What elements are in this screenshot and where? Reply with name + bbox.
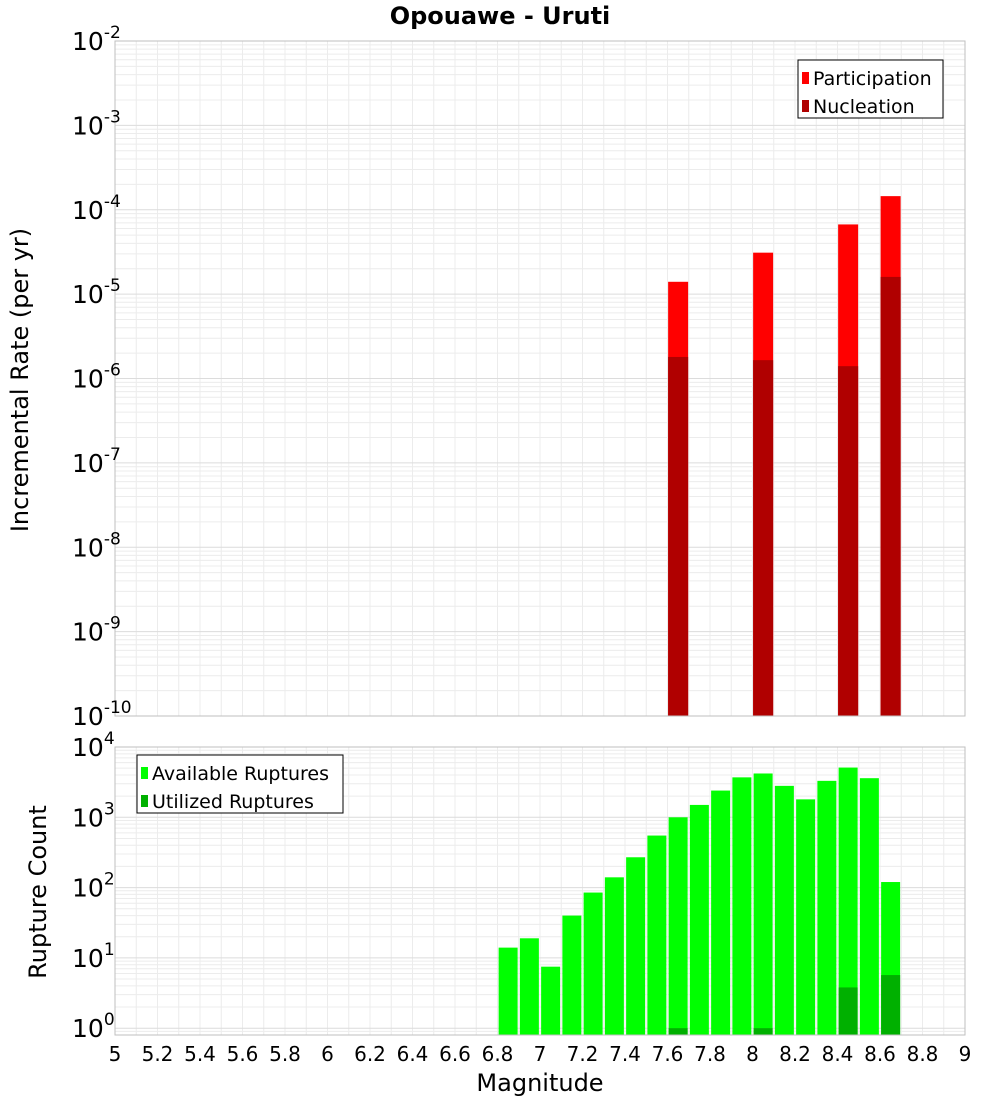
bottom-bar-primary — [668, 817, 688, 1035]
bottom-bar-secondary — [753, 1028, 773, 1035]
legend-swatch — [141, 767, 148, 779]
x-tick-label: 5.4 — [184, 1042, 216, 1066]
legend-label: Nucleation — [813, 96, 915, 118]
top-y-tick-label: 10-4 — [72, 192, 121, 225]
top-y-tick-label: 10-9 — [72, 614, 121, 647]
x-axis-label: Magnitude — [476, 1069, 603, 1097]
x-tick-label: 6.4 — [397, 1042, 429, 1066]
bottom-plot-frame — [114, 746, 966, 1036]
x-tick-label: 9 — [959, 1042, 972, 1066]
legend-label: Participation — [813, 68, 932, 90]
bottom-bar-secondary — [838, 987, 858, 1035]
legend-label: Available Ruptures — [152, 763, 329, 785]
bottom-grid — [114, 747, 966, 1036]
top-y-tick-label: 10-8 — [72, 529, 121, 562]
bottom-plot: 100 101 102 103 104 Available Ruptures Utilize… — [72, 729, 971, 1066]
bottom-bar-primary — [774, 785, 794, 1035]
x-tick-label: 5.2 — [142, 1042, 174, 1066]
bottom-bar-primary — [817, 780, 837, 1035]
x-tick-label: 5 — [109, 1042, 122, 1066]
top-plot-frame — [114, 40, 966, 717]
x-tick-label: 8.8 — [907, 1042, 939, 1066]
legend-swatch — [802, 100, 809, 112]
top-y-tick-label: 10-3 — [72, 107, 121, 140]
bottom-bar-primary — [647, 835, 667, 1035]
x-tick-label: 8.4 — [822, 1042, 854, 1066]
legend-swatch — [802, 72, 809, 84]
top-grid — [114, 41, 966, 717]
top-y-axis-label: Incremental Rate (per yr) — [6, 228, 34, 532]
x-tick-label: 6.2 — [354, 1042, 386, 1066]
bottom-y-tick-label: 101 — [72, 940, 115, 973]
bottom-bar-primary — [604, 877, 624, 1035]
x-tick-label: 7.2 — [567, 1042, 599, 1066]
bottom-bar-primary — [541, 966, 561, 1035]
x-tick-label: 5.6 — [227, 1042, 259, 1066]
chart-title: Opouawe - Uruti — [390, 2, 611, 30]
bottom-bar-primary — [583, 892, 603, 1035]
bottom-bar-primary — [626, 857, 646, 1035]
bottom-bar-primary — [689, 804, 709, 1035]
legend-frame — [797, 59, 944, 119]
top-legend: Participation Nucleation — [797, 59, 944, 119]
top-y-tick-label: 10-6 — [72, 361, 121, 394]
bottom-y-axis-label: Rupture Count — [24, 805, 52, 979]
bottom-bar-primary — [519, 938, 539, 1035]
bottom-y-tick-label: 104 — [72, 729, 115, 762]
bottom-bar-secondary — [668, 1028, 688, 1035]
bottom-y-tick-label: 100 — [72, 1010, 115, 1043]
top-bar-secondary — [753, 360, 774, 716]
x-tick-label: 7.4 — [609, 1042, 641, 1066]
top-y-tick-label: 10-5 — [72, 276, 121, 309]
top-plot: 10-10 10-9 10-8 10-7 10-6 10-5 10-4 10-3 10-2 Par… — [72, 23, 966, 731]
x-tick-label: 8.6 — [864, 1042, 896, 1066]
x-tick-label: 7.6 — [652, 1042, 684, 1066]
x-tick-label: 7 — [534, 1042, 547, 1066]
bottom-bar-primary — [732, 777, 752, 1035]
top-y-tick-label: 10-7 — [72, 445, 121, 478]
bottom-bar-primary — [838, 767, 858, 1035]
x-tick-label: 6.6 — [439, 1042, 471, 1066]
bottom-bar-primary — [711, 790, 731, 1035]
top-y-tick-label: 10-2 — [72, 23, 121, 56]
bottom-bar-primary — [498, 947, 518, 1035]
top-bar-secondary — [668, 356, 689, 716]
top-bar-secondary — [838, 366, 859, 716]
bottom-y-tick-label: 103 — [72, 799, 115, 832]
bottom-bar-primary — [753, 773, 773, 1035]
legend-swatch — [141, 795, 148, 807]
bottom-bar-primary — [562, 915, 582, 1035]
x-tick-label: 8.2 — [779, 1042, 811, 1066]
x-tick-label: 5.8 — [269, 1042, 301, 1066]
top-y-tick-label: 10-10 — [72, 698, 132, 731]
bottom-y-tick-label: 102 — [72, 870, 115, 903]
legend-frame — [136, 754, 344, 814]
legend-label: Utilized Ruptures — [152, 791, 314, 813]
x-tick-label: 7.8 — [694, 1042, 726, 1066]
x-tick-label: 6 — [321, 1042, 334, 1066]
bottom-legend: Available Ruptures Utilized Ruptures — [136, 754, 344, 814]
bottom-bar-primary — [859, 778, 879, 1035]
bottom-bar-primary — [796, 799, 816, 1035]
x-tick-label: 8 — [746, 1042, 759, 1066]
x-tick-label: 6.8 — [482, 1042, 514, 1066]
top-bar-secondary — [880, 276, 901, 716]
bottom-bar-secondary — [881, 975, 901, 1035]
